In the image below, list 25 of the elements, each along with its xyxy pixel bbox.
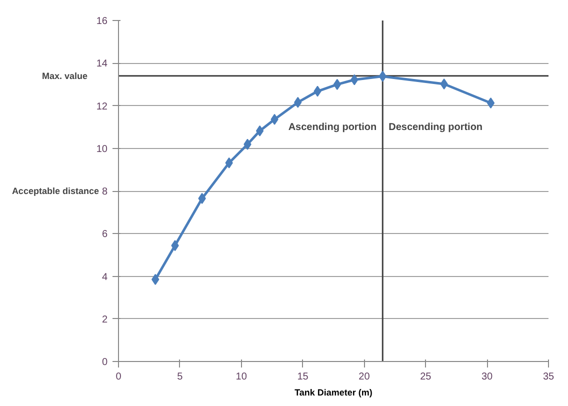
x-tick-label: 25 xyxy=(420,372,432,382)
ref-line-label: Max. value xyxy=(42,70,88,81)
x-tick-label: 20 xyxy=(358,372,370,382)
y-tick-label: 0 xyxy=(102,357,108,368)
point xyxy=(486,97,495,108)
x-axis-title: Tank Diameter (m) xyxy=(294,388,372,398)
y-tick-label: 14 xyxy=(96,58,108,70)
point xyxy=(333,78,342,90)
x-tick-label: 10 xyxy=(236,372,248,382)
x-tick-label: 35 xyxy=(542,372,554,382)
x-tick-label: 5 xyxy=(177,372,184,382)
y-tick-label: 2 xyxy=(102,314,108,326)
y-axis-title: Acceptable distance xyxy=(12,186,99,196)
y-tick-label: 10 xyxy=(96,144,108,155)
x-tick-label: 0 xyxy=(116,372,122,382)
annotation: Ascending portion xyxy=(288,122,377,134)
y-tick-label: 16 xyxy=(96,16,108,27)
y-tick-label: 6 xyxy=(102,229,108,240)
point xyxy=(256,125,264,136)
x-tick-label: 30 xyxy=(482,372,494,382)
y-tick-label: 4 xyxy=(102,272,108,283)
y-tick-label: 8 xyxy=(102,186,108,198)
y-tick-label: 12 xyxy=(96,101,108,112)
x-tick-label: 15 xyxy=(297,372,309,382)
annotation: Descending portion xyxy=(388,122,483,134)
